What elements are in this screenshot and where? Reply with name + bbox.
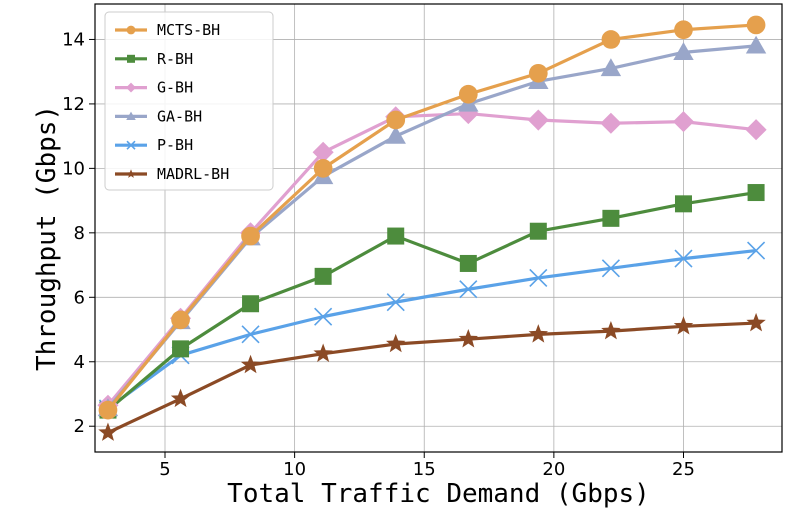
data-point xyxy=(601,30,621,49)
data-point xyxy=(387,227,405,245)
data-point xyxy=(172,340,190,358)
data-point xyxy=(674,195,692,213)
data-point xyxy=(673,316,694,335)
legend-item: P-BH xyxy=(115,136,193,154)
series-mcts-bh xyxy=(98,15,766,420)
legend-marker xyxy=(126,82,136,93)
legend-item: GA-BH xyxy=(115,107,202,125)
series-line xyxy=(106,190,757,412)
y-tick-label: 14 xyxy=(62,29,85,50)
data-point xyxy=(745,119,767,141)
data-point xyxy=(312,141,334,163)
plot-frame xyxy=(94,3,783,453)
y-axis-title: Throughput (Gbps) xyxy=(32,105,62,371)
y-tick-label: 12 xyxy=(62,94,85,115)
data-point xyxy=(529,268,548,288)
data-point xyxy=(601,259,620,278)
data-point xyxy=(241,325,260,344)
data-point xyxy=(672,111,695,133)
legend-marker xyxy=(126,111,136,120)
legend-label: MCTS-BH xyxy=(157,21,220,39)
data-point xyxy=(746,312,766,332)
data-point xyxy=(385,125,406,144)
legend-marker xyxy=(126,25,136,35)
data-point xyxy=(241,226,260,246)
series-madrl-bh xyxy=(98,312,766,441)
legend-item: R-BH xyxy=(115,50,193,68)
data-point xyxy=(242,295,260,313)
data-point xyxy=(170,388,191,408)
data-point xyxy=(240,354,261,374)
data-point xyxy=(600,58,622,77)
series-line xyxy=(107,248,757,410)
data-point xyxy=(458,328,479,348)
y-tick-label: 2 xyxy=(74,416,85,437)
data-point xyxy=(314,307,333,326)
legend-label: MADRL-BH xyxy=(157,165,229,183)
x-tick-label: 15 xyxy=(413,459,436,480)
data-point xyxy=(673,42,694,60)
data-point xyxy=(386,293,405,312)
legend: MCTS-BH R-BH G-BH GA-BH P-BH MADRL-BH xyxy=(104,11,274,191)
y-tick-label: 4 xyxy=(74,352,85,373)
data-point xyxy=(747,184,765,202)
data-point xyxy=(313,159,333,178)
data-point xyxy=(527,109,549,131)
data-point xyxy=(528,324,549,343)
series-group xyxy=(97,15,767,441)
data-point xyxy=(674,249,693,268)
y-tick-label: 8 xyxy=(74,223,85,244)
data-point xyxy=(314,267,332,285)
series-line xyxy=(107,321,757,435)
data-point xyxy=(171,310,190,330)
y-tick-label: 6 xyxy=(74,287,85,308)
data-point xyxy=(386,110,406,130)
legend-label: GA-BH xyxy=(157,107,202,125)
data-point xyxy=(747,241,766,260)
x-tick-label: 20 xyxy=(542,459,565,480)
legend-label: P-BH xyxy=(157,136,193,154)
x-axis-title: Total Traffic Demand (Gbps) xyxy=(227,479,650,509)
data-point xyxy=(313,343,333,362)
legend-item: G-BH xyxy=(115,79,193,97)
data-point xyxy=(746,15,766,35)
data-point xyxy=(600,112,622,134)
data-point xyxy=(528,63,548,83)
x-tick-label: 10 xyxy=(283,459,306,480)
data-point xyxy=(459,280,478,299)
series-line xyxy=(106,23,757,412)
legend-marker xyxy=(127,54,135,63)
legend-marker xyxy=(126,169,136,178)
data-point xyxy=(458,84,478,104)
legend-item: MADRL-BH xyxy=(115,165,229,183)
data-point xyxy=(386,333,406,353)
legend-label: G-BH xyxy=(157,79,193,97)
axis-ticks: 5 10 15 20 25 2 4 6 8 10 12 14 xyxy=(62,29,695,480)
x-tick-label: 25 xyxy=(672,459,695,480)
data-point xyxy=(674,20,693,40)
legend-item: MCTS-BH xyxy=(115,21,220,39)
data-point xyxy=(529,222,547,240)
data-point xyxy=(601,320,621,340)
data-point xyxy=(98,400,118,420)
data-point xyxy=(98,422,118,441)
data-point xyxy=(459,254,477,272)
y-tick-label: 10 xyxy=(62,158,85,179)
data-point xyxy=(602,209,620,227)
legend-marker xyxy=(126,140,136,150)
data-point xyxy=(745,35,767,54)
x-tick-label: 5 xyxy=(159,459,170,480)
legend-label: R-BH xyxy=(157,50,193,68)
